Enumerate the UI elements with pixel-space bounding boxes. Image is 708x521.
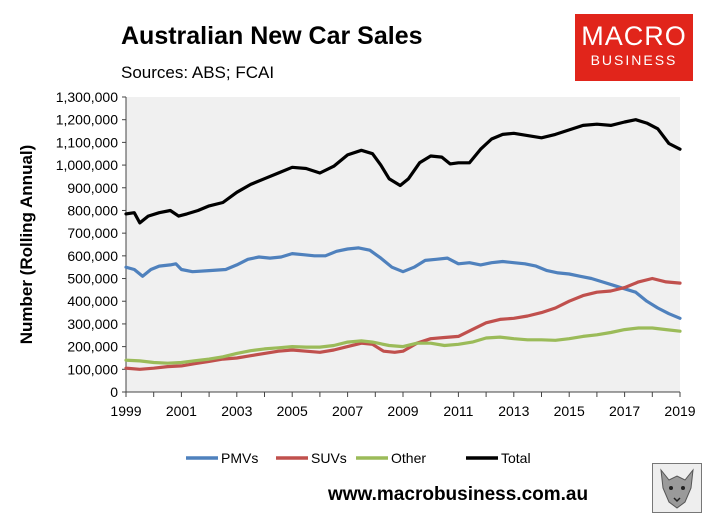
x-tick-label: 2011 (443, 403, 473, 419)
y-tick-label: 1,000,000 (56, 157, 118, 173)
y-tick-label: 0 (110, 384, 118, 400)
x-tick-label: 1999 (110, 403, 141, 419)
y-tick-label: 200,000 (67, 339, 118, 355)
x-axis: 1999 2001 2003 2005 2007 2009 2011 2013 2015 2017… (110, 391, 696, 419)
series-line-suvs (124, 276, 682, 371)
x-tick-label: 2007 (332, 403, 363, 419)
y-tick-label: 700,000 (67, 225, 118, 241)
series-line-total (124, 118, 682, 225)
legend-label-total: Total (501, 450, 531, 466)
y-tick-label: 800,000 (67, 202, 118, 218)
y-axis-label: Number (Rolling Annual) (17, 145, 36, 345)
y-axis: 0 100,000 200,000 300,000 400,000 500,000 600,… (56, 89, 127, 400)
y-tick-label: 500,000 (67, 271, 118, 287)
legend-label-other: Other (391, 450, 426, 466)
y-tick-label: 600,000 (67, 248, 118, 264)
x-tick-label: 2005 (277, 403, 308, 419)
series-lines (124, 118, 682, 371)
y-tick-label: 100,000 (67, 361, 118, 377)
x-tick-label: 2017 (609, 403, 640, 419)
sources-note: Sources: ABS; FCAI (121, 63, 275, 82)
y-tick-label: 1,300,000 (56, 89, 118, 105)
y-tick-label: 300,000 (67, 316, 118, 332)
x-tick-label: 2009 (387, 403, 418, 419)
x-tick-label: 2015 (554, 403, 585, 419)
wolf-icon (652, 463, 702, 513)
y-tick-label: 1,100,000 (56, 134, 118, 150)
series-line-pmvs (124, 246, 682, 320)
x-tick-label: 2019 (664, 403, 695, 419)
x-tick-label: 2003 (221, 403, 252, 419)
y-tick-label: 400,000 (67, 293, 118, 309)
y-tick-label: 1,200,000 (56, 112, 118, 128)
logo-line-macro: MACRO (581, 21, 687, 51)
legend-label-suvs: SUVs (311, 450, 347, 466)
chart-title: Australian New Car Sales (121, 22, 423, 50)
footer-url-link[interactable]: www.macrobusiness.com.au (328, 484, 589, 505)
logo-line-business: BUSINESS (590, 52, 678, 68)
legend: PMVs SUVs Other Total (186, 450, 531, 466)
legend-label-pmvs: PMVs (221, 450, 258, 466)
macrobusiness-logo[interactable]: MACRO BUSINESS (575, 14, 693, 81)
x-tick-label: 2013 (498, 403, 529, 419)
x-tick-label: 2001 (166, 403, 197, 419)
series-line-other (124, 326, 682, 365)
y-tick-label: 900,000 (67, 180, 118, 196)
plot-area (126, 97, 680, 392)
